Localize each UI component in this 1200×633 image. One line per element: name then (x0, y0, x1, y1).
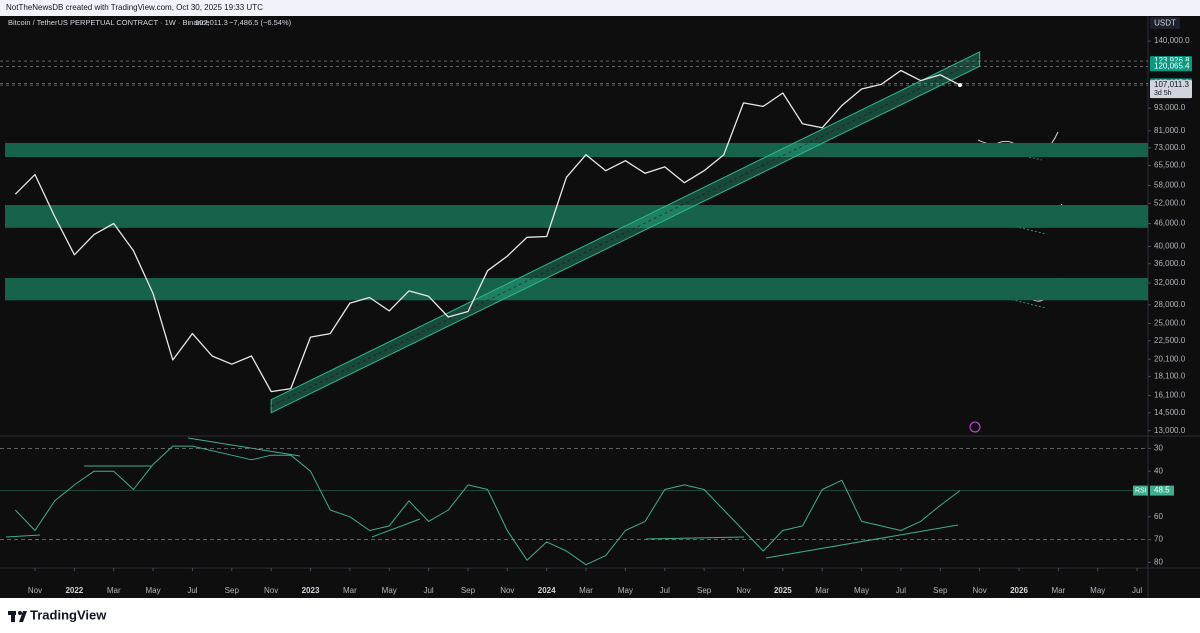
y-tick-label: 16,100.0 (1154, 391, 1186, 400)
quote-change: −7,486.5 (−6.54%) (229, 18, 292, 27)
support-zone (5, 142, 1148, 158)
currency: USDT (1154, 19, 1176, 28)
rsi-name: RSI (1135, 487, 1147, 494)
y-tick-label: 140,000.0 (1154, 36, 1190, 45)
x-tick-label: Nov (264, 586, 278, 595)
logo-shape (18, 611, 22, 615)
y-tick-label: 22,500.0 (1154, 336, 1186, 345)
y-tick-label: 25,000.0 (1154, 319, 1186, 328)
price-line (14, 69, 961, 393)
chart-background (0, 16, 1200, 598)
x-tick-label: Nov (736, 586, 750, 595)
support-zone (5, 277, 1148, 301)
x-tick-label: Jul (660, 586, 670, 595)
x-tick-label: Nov (973, 586, 987, 595)
y-tick-label: 18,100.0 (1154, 372, 1186, 381)
x-tick-label: 2025 (774, 586, 792, 595)
logo-shape (11, 615, 15, 622)
price-tag-label: 120,065.4 (1154, 61, 1190, 70)
y-tick-label: 81,000.0 (1154, 126, 1186, 135)
x-tick-label: Jul (423, 586, 433, 595)
x-tick-label: May (1090, 586, 1105, 595)
alert-icon[interactable] (969, 421, 981, 433)
y-tick-label: 20,100.0 (1154, 354, 1186, 363)
x-tick-label: Mar (579, 586, 593, 595)
x-tick-label: Jul (187, 586, 197, 595)
y-tick-label: 52,000.0 (1154, 199, 1186, 208)
last-price-dot (957, 83, 962, 88)
rsi-value-tag (1150, 485, 1174, 496)
quote: 107,011.3 (195, 18, 228, 27)
y-tick-label: 13,000.0 (1154, 426, 1186, 435)
rsi-line (14, 445, 961, 566)
x-tick-label: Nov (28, 586, 42, 595)
y-tick-label: 36,000.0 (1154, 259, 1186, 268)
logo-shape (8, 611, 16, 615)
y-tick-label: 58,000.0 (1154, 181, 1186, 190)
x-tick-label: Mar (815, 586, 829, 595)
y-tick-label: 28,000.0 (1154, 300, 1186, 309)
x-tick-label: 2023 (302, 586, 320, 595)
y-tick-label: 30 (1154, 444, 1163, 453)
y-tick-label: 93,000.0 (1154, 103, 1186, 112)
divergence-line (187, 437, 301, 457)
logo-mark (8, 611, 27, 622)
price-tag (1150, 80, 1192, 99)
logo-shape (19, 611, 27, 622)
rsi-value: 48.5 (1154, 486, 1170, 495)
x-tick-label: 2022 (65, 586, 83, 595)
divergence-line (371, 518, 421, 538)
rsi-divergence-drawings (5, 437, 959, 559)
y-tick-label: 80 (1154, 558, 1163, 567)
y-tick-label: 14,500.0 (1154, 408, 1186, 417)
divergence-line (765, 524, 959, 559)
x-tick-label: Nov (500, 586, 514, 595)
x-tick-label: May (618, 586, 633, 595)
x-tick-label: Mar (343, 586, 357, 595)
x-tick-label: Mar (1051, 586, 1065, 595)
price-tag-label: 107,011.3 (1154, 80, 1190, 89)
symbol-title: Bitcoin / TetherUS PERPETUAL CONTRACT · … (8, 18, 210, 27)
y-tick-label: 40 (1154, 466, 1163, 475)
x-tick-label: 2026 (1010, 586, 1028, 595)
y-tick-label: 32,000.0 (1154, 278, 1186, 287)
x-tick-label: 2024 (538, 586, 556, 595)
y-tick-label: 46,000.0 (1154, 219, 1186, 228)
price-tag-label: 123,926.8 (1154, 56, 1190, 65)
x-tick-label: May (382, 586, 397, 595)
header-bar (0, 0, 1200, 16)
x-tick-label: May (854, 586, 869, 595)
rsi-pane (0, 445, 1148, 566)
x-tick-label: Sep (225, 586, 240, 595)
countdown: 3d 5h (1154, 90, 1172, 97)
y-tick-label: 65,500.0 (1154, 161, 1186, 170)
price-pane (0, 51, 1148, 414)
x-tick-label: Jul (1132, 586, 1142, 595)
y-tick-label: 60 (1154, 512, 1163, 521)
x-tick-label: Jul (896, 586, 906, 595)
x-tick-label: May (146, 586, 161, 595)
x-tick-label: Sep (697, 586, 712, 595)
y-tick-label: 73,000.0 (1154, 143, 1186, 152)
x-tick-label: Sep (461, 586, 476, 595)
x-tick-label: Sep (933, 586, 948, 595)
footer-bar (0, 598, 1200, 633)
y-tick-label: 70 (1154, 535, 1163, 544)
divergence-line (645, 536, 745, 540)
support-zone (5, 205, 1148, 228)
y-tick-label: 40,000.0 (1154, 242, 1186, 251)
x-tick-label: Mar (107, 586, 121, 595)
header-text: NotTheNewsDB created with TradingView.co… (6, 3, 263, 12)
currency-box[interactable] (1150, 17, 1180, 29)
footer-logo: TradingView (30, 607, 107, 622)
price-tag (1150, 61, 1192, 72)
divergence-line (5, 534, 41, 538)
rsi-name-tag (1133, 485, 1148, 496)
